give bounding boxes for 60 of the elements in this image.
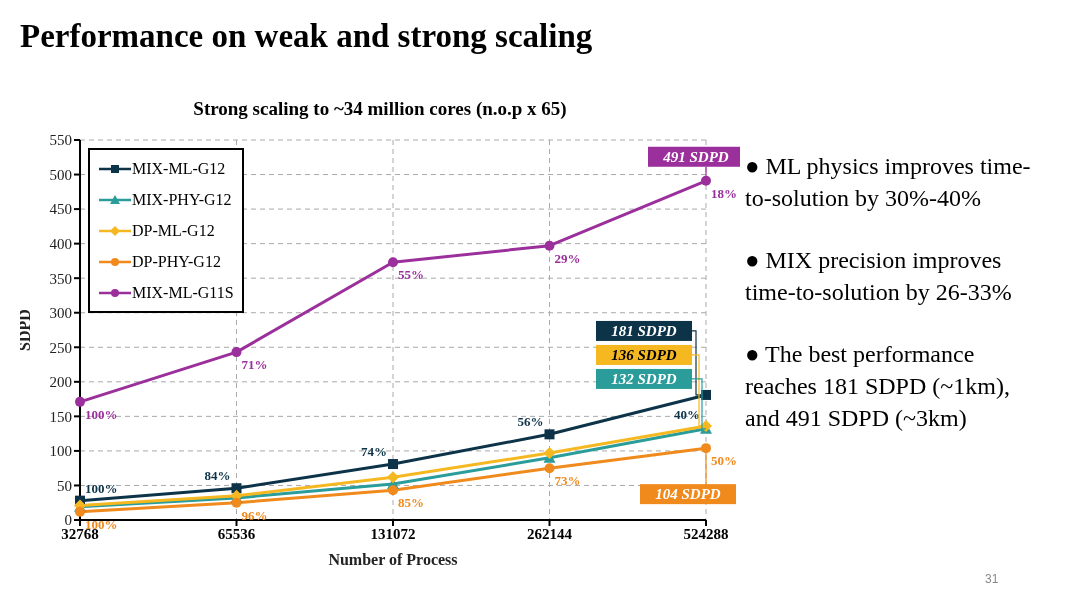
- legend-label: DP-ML-G12: [132, 221, 215, 240]
- chart-title: Performance on weak and strong scaling: [20, 18, 593, 55]
- y-tick-label: 400: [49, 235, 72, 252]
- x-tick-label: 65536: [217, 525, 256, 542]
- annotation: 50%: [711, 453, 737, 469]
- annotation: 18%: [711, 185, 737, 201]
- point: [387, 471, 399, 484]
- annotation: 104 SDPD: [655, 486, 721, 503]
- x-tick-label: 262144: [527, 525, 573, 542]
- point: [544, 429, 555, 440]
- y-tick-label: 300: [49, 305, 72, 322]
- y-tick-label: 350: [49, 270, 72, 287]
- x-axis-title: Number of Process: [328, 551, 458, 569]
- y-tick-label: 100: [49, 443, 72, 460]
- y-tick-label: 50: [57, 477, 72, 494]
- text: ● The best performance reaches 181 SDPD (~1km), and 491 SDPD (~3km): [745, 340, 1011, 433]
- y-tick-label: 0: [64, 512, 72, 529]
- point: [388, 459, 398, 470]
- annotation: 85%: [398, 495, 424, 511]
- y-tick-label: 150: [49, 408, 72, 425]
- annotation: 73%: [554, 473, 581, 489]
- point: [388, 485, 398, 496]
- legend-label: MIX-PHY-G12: [132, 190, 232, 209]
- annotation: 56%: [517, 414, 544, 430]
- annotation: 181 SDPD: [611, 322, 677, 339]
- text: ● MIX precision improves time-to-solution by 26-33%: [745, 246, 1013, 307]
- legend-label: MIX-ML-G11S: [132, 283, 234, 302]
- annotation: 84%: [204, 468, 231, 484]
- y-tick-label: 250: [49, 339, 72, 356]
- annotation: 136 SDPD: [611, 346, 677, 363]
- legend-label: DP-PHY-G12: [132, 252, 221, 271]
- annotation: 74%: [361, 444, 387, 460]
- text: 31: [985, 572, 999, 586]
- point: [543, 446, 556, 459]
- y-tick-label: 450: [49, 201, 72, 218]
- x-tick-label: 524288: [683, 525, 729, 542]
- y-tick-label: 200: [49, 374, 72, 391]
- y-axis-title: SDPD: [15, 309, 33, 351]
- point: [231, 483, 242, 494]
- annotation: 100%: [85, 406, 118, 422]
- y-tick-label: 550: [49, 132, 72, 149]
- point: [75, 506, 85, 517]
- text: ● ML physics improves time-to-solution by 30%-40%: [745, 152, 1032, 213]
- legend-label: MIX-ML-G12: [132, 159, 226, 178]
- x-tick-label: 131072: [370, 525, 416, 542]
- point: [231, 347, 242, 358]
- annotation: 491 SDPD: [662, 148, 729, 165]
- y-tick-label: 500: [49, 166, 72, 183]
- annotation: 71%: [241, 357, 268, 373]
- annotation: 55%: [398, 267, 424, 283]
- point: [388, 257, 398, 268]
- point: [544, 240, 555, 251]
- annotation: 132 SDPD: [611, 370, 677, 387]
- annotation: 100%: [85, 480, 118, 496]
- point: [231, 497, 242, 508]
- point: [544, 463, 555, 474]
- annotation: 29%: [554, 250, 581, 266]
- point: [75, 396, 85, 407]
- annotation: 96%: [241, 507, 268, 523]
- chart-subtitle: Strong scaling to ~34 million cores (n.o.p x 65): [192, 98, 568, 120]
